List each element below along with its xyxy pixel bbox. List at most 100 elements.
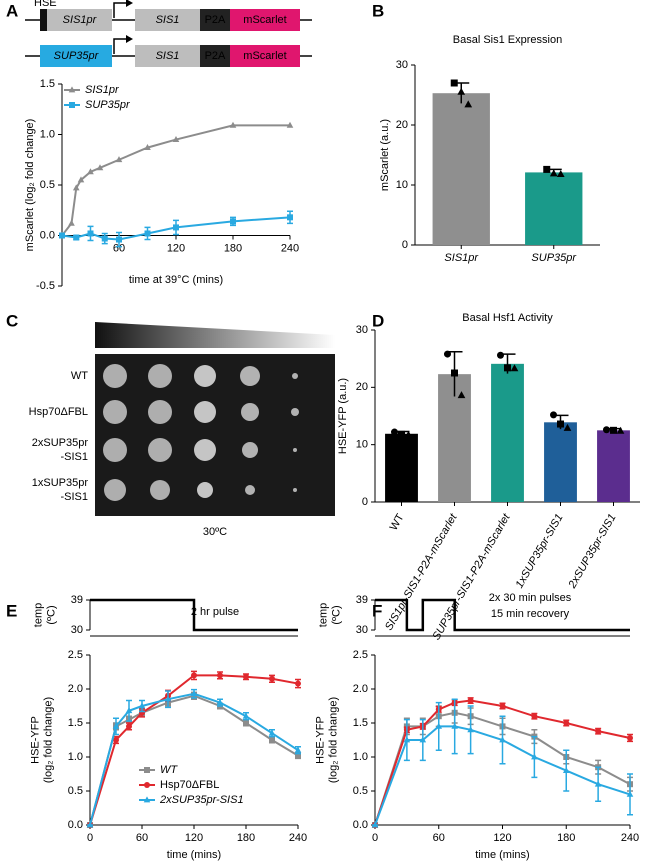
y-tick-label: 0 [402, 239, 408, 251]
colony-spot [241, 403, 259, 421]
x-tick-label: 0 [372, 832, 378, 844]
marker [531, 713, 538, 720]
marker [451, 369, 458, 377]
marker [68, 219, 75, 226]
colony-spot [242, 442, 258, 458]
y-tick-label: 1.5 [68, 717, 83, 729]
marker [549, 169, 558, 177]
marker [269, 675, 275, 682]
annotation: 2 hr pulse [191, 606, 239, 618]
colony-spot [194, 401, 216, 423]
y-axis-label: (log₂ fold change) [42, 697, 54, 783]
bar [432, 93, 490, 245]
colony-spot [240, 366, 260, 386]
marker [504, 364, 511, 372]
x-tick-label: 240 [621, 832, 639, 844]
marker [543, 165, 551, 173]
y-axis-label: HSE-YFP [29, 716, 41, 764]
marker [269, 737, 275, 743]
marker [268, 729, 276, 736]
construct-label: mScarlet [243, 50, 286, 62]
marker [603, 426, 610, 434]
marker [451, 722, 458, 729]
x-tick-label: 1xSUP35pr-SIS1 [513, 512, 565, 590]
marker [550, 411, 557, 419]
x-tick-label: 180 [557, 832, 575, 844]
strain-label: -SIS1 [60, 491, 88, 503]
y-tick-label: 1.0 [40, 128, 55, 140]
y-tick-label: 0.0 [40, 229, 55, 241]
marker [497, 351, 504, 359]
strain-label: WT [71, 370, 88, 382]
construct-element [40, 9, 47, 31]
panel-label: A [6, 1, 18, 20]
bar [525, 172, 583, 245]
marker [499, 703, 506, 709]
y-tick-label: 1.0 [353, 751, 368, 763]
marker [287, 214, 293, 221]
marker [563, 423, 572, 431]
marker [101, 235, 108, 242]
construct-label: SIS1pr [63, 14, 98, 26]
construct-label: P2A [205, 50, 226, 62]
colony-spot [104, 479, 126, 501]
colony-spot [291, 408, 299, 416]
marker [444, 350, 451, 358]
y-tick-label: 1.0 [68, 751, 83, 763]
y-tick-label: 30 [71, 624, 83, 636]
marker [96, 164, 104, 171]
series-line [375, 598, 630, 632]
marker [557, 420, 564, 428]
x-tick-label: 240 [281, 242, 299, 254]
y-tick-label: 30 [396, 59, 408, 71]
y-tick-label: 0.5 [68, 785, 83, 797]
colony-spot [245, 485, 255, 495]
construct-label: HSE [34, 0, 57, 9]
arrow-head [126, 35, 133, 43]
y-tick-label: 20 [356, 381, 368, 393]
marker [594, 780, 602, 787]
y-axis-label: mScarlet (log₂ fold change) [24, 119, 36, 252]
y-tick-label: 30 [356, 624, 368, 636]
construct-element [230, 9, 300, 31]
x-tick-label: 60 [113, 242, 125, 254]
marker [216, 699, 224, 705]
x-axis-label: time at 39°C (mins) [129, 274, 223, 286]
marker [404, 430, 413, 438]
marker [59, 232, 65, 239]
y-tick-label: -0.5 [36, 280, 55, 292]
legend-label: SIS1pr [85, 84, 120, 96]
y-axis-label: HSE-YFP [314, 716, 326, 764]
marker [627, 734, 633, 741]
marker [87, 168, 94, 175]
x-tick-label: 120 [185, 832, 203, 844]
x-axis-label: time (mins) [475, 849, 529, 861]
legend-marker [143, 796, 151, 803]
promoter-arrow [113, 38, 128, 54]
marker [457, 87, 466, 95]
marker [229, 121, 237, 128]
series-line [89, 674, 299, 826]
construct-element [47, 9, 112, 31]
panel-label: F [372, 601, 382, 620]
marker [563, 720, 570, 726]
marker [138, 702, 146, 709]
series-line [89, 694, 299, 826]
construct-label: SIS1 [156, 14, 180, 26]
marker [626, 790, 634, 797]
marker [87, 230, 94, 237]
marker [457, 391, 466, 399]
marker [112, 722, 120, 729]
bar [544, 422, 577, 502]
marker [144, 144, 151, 151]
x-tick-label: 120 [167, 242, 185, 254]
colony-spot [197, 482, 213, 498]
panel-label: C [6, 311, 18, 330]
construct-label: mScarlet [243, 14, 286, 26]
colony-spot [194, 365, 216, 387]
construct-label: SIS1 [156, 50, 180, 62]
marker [371, 821, 379, 828]
x-tick-label: 60 [433, 832, 445, 844]
marker [144, 230, 151, 237]
construct-label: P2A [205, 14, 226, 26]
